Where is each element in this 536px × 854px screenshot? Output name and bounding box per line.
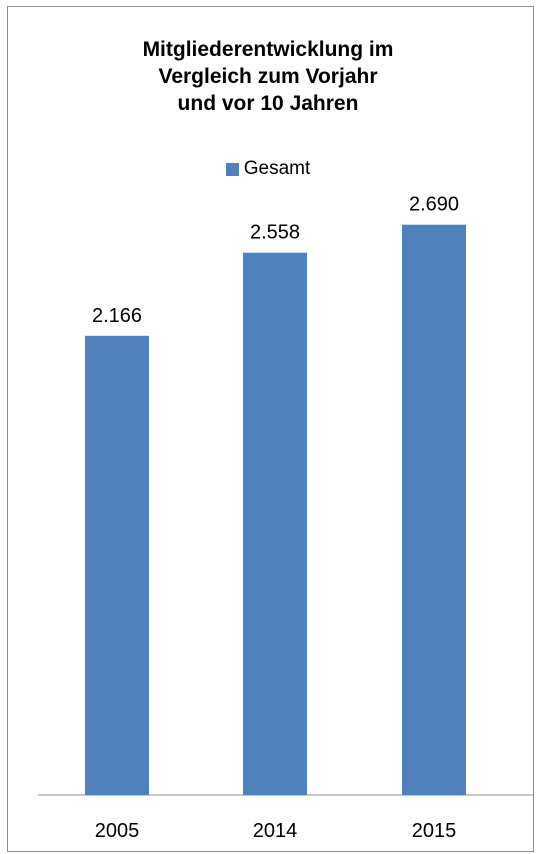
x-tick-label-2005: 2005 bbox=[95, 820, 140, 842]
chart-title-line-1: Mitgliederentwicklung im bbox=[142, 38, 394, 61]
data-label-2015: 2.690 bbox=[409, 194, 459, 216]
chart-title-line-2: Vergleich zum Vorjahr bbox=[158, 65, 378, 88]
x-tick-label-2015: 2015 bbox=[412, 820, 457, 842]
legend-label-gesamt: Gesamt bbox=[243, 158, 311, 179]
legend-swatch-gesamt bbox=[225, 162, 239, 176]
data-labels-layer: 2.166 2.558 2.690 bbox=[92, 194, 459, 327]
x-tick-label-2014: 2014 bbox=[253, 820, 298, 842]
chart-title: Mitgliederentwicklung im Vergleich zum V… bbox=[0, 36, 536, 117]
x-tick-labels-layer: 2005 2014 2015 bbox=[95, 820, 457, 842]
data-label-2014: 2.558 bbox=[250, 222, 300, 244]
chart-title-line-3: und vor 10 Jahren bbox=[177, 92, 359, 115]
bar-2005 bbox=[85, 335, 149, 795]
bars-layer bbox=[85, 224, 466, 796]
data-label-2005: 2.166 bbox=[92, 305, 142, 327]
bar-2015 bbox=[402, 224, 466, 796]
bar-2014 bbox=[243, 252, 307, 796]
chart-legend: Gesamt bbox=[0, 158, 536, 180]
